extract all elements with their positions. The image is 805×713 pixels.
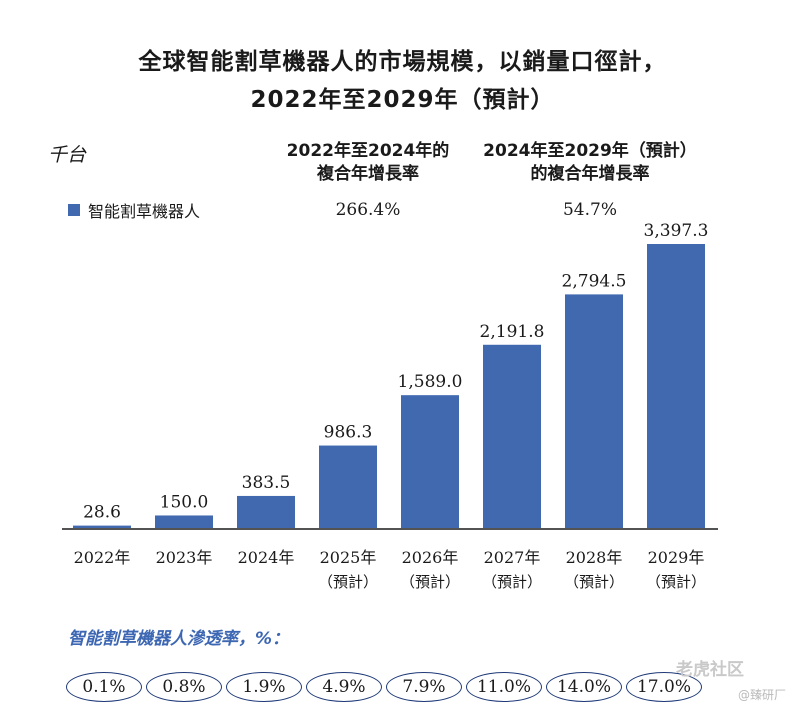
category-sublabel-7: （預計） xyxy=(646,573,706,591)
legend-swatch xyxy=(68,204,80,216)
bar-0 xyxy=(73,525,131,528)
bar-value-label-2: 383.5 xyxy=(242,473,291,493)
category-label-0: 2022年 xyxy=(74,548,131,567)
legend-label: 智能割草機器人 xyxy=(88,202,201,221)
chart-title-line2: 2022年至2029年（預計） xyxy=(250,87,555,113)
penetration-value-1: 0.8% xyxy=(146,672,222,702)
category-sublabel-3: （預計） xyxy=(318,573,378,591)
cagr-2-value: 54.7% xyxy=(562,200,617,220)
cagr-2-label-line1: 2024年至2029年（預計） xyxy=(483,141,697,161)
penetration-value-7: 17.0% xyxy=(626,672,702,702)
cagr-2-heading: 2024年至2029年（預計） 的複合年增長率 xyxy=(470,140,710,186)
cagr-1-label-line2: 複合年增長率 xyxy=(317,164,419,184)
unit-label: 千台 xyxy=(48,144,87,166)
bar-value-label-0: 28.6 xyxy=(83,503,121,523)
bar-value-label-3: 986.3 xyxy=(324,423,373,443)
cagr-1-value: 266.4% xyxy=(335,200,401,220)
cagr-2-label-line2: 的複合年增長率 xyxy=(530,164,650,184)
category-label-1: 2023年 xyxy=(156,548,213,567)
penetration-title: 智能割草機器人滲透率，%： xyxy=(68,629,290,649)
watermark-sub: @臻研厂 xyxy=(738,688,787,702)
bar-1 xyxy=(155,515,213,528)
penetration-value-4: 7.9% xyxy=(386,672,462,702)
cagr-1-label-line1: 2022年至2024年的 xyxy=(286,141,450,161)
bar-2 xyxy=(237,495,295,528)
bar-value-label-5: 2,191.8 xyxy=(480,322,545,342)
bar-chart: 28.6 2022年 150.0 2023年 383.5 2024年 986.3 2025年 （… xyxy=(62,221,718,591)
penetration-value-6: 14.0% xyxy=(546,672,622,702)
bar-value-label-1: 150.0 xyxy=(160,492,209,512)
bar-4 xyxy=(401,395,459,528)
bar-5 xyxy=(483,344,541,528)
category-label-3: 2025年 xyxy=(320,548,377,567)
bar-6 xyxy=(565,294,623,528)
legend: 智能割草機器人 xyxy=(68,198,200,222)
bar-3 xyxy=(319,445,377,528)
bar-value-label-6: 2,794.5 xyxy=(562,271,627,291)
category-label-6: 2028年 xyxy=(566,548,623,567)
penetration-value-0: 0.1% xyxy=(66,672,142,702)
category-sublabel-6: （預計） xyxy=(564,573,624,591)
chart-title-line1: 全球智能割草機器人的市場規模，以銷量口徑計， xyxy=(138,49,667,75)
bar-value-label-7: 3,397.3 xyxy=(644,221,709,241)
category-sublabel-4: （預計） xyxy=(400,573,460,591)
category-sublabel-5: （預計） xyxy=(482,573,542,591)
penetration-value-5: 11.0% xyxy=(466,672,542,702)
penetration-row: 0.1% 0.8% 1.9% 4.9% 7.9% 11.0% 14.0% 17.0% xyxy=(66,672,702,702)
cagr-1-heading: 2022年至2024年的 複合年增長率 xyxy=(248,140,488,186)
penetration-value-3: 4.9% xyxy=(306,672,382,702)
bar-7 xyxy=(647,244,705,528)
category-label-5: 2027年 xyxy=(484,548,541,567)
category-label-4: 2026年 xyxy=(402,548,459,567)
bar-value-label-4: 1,589.0 xyxy=(398,372,463,392)
category-label-7: 2029年 xyxy=(648,548,705,567)
penetration-value-2: 1.9% xyxy=(226,672,302,702)
category-label-2: 2024年 xyxy=(238,548,295,567)
watermark-brand: 老虎社区 xyxy=(676,660,744,680)
